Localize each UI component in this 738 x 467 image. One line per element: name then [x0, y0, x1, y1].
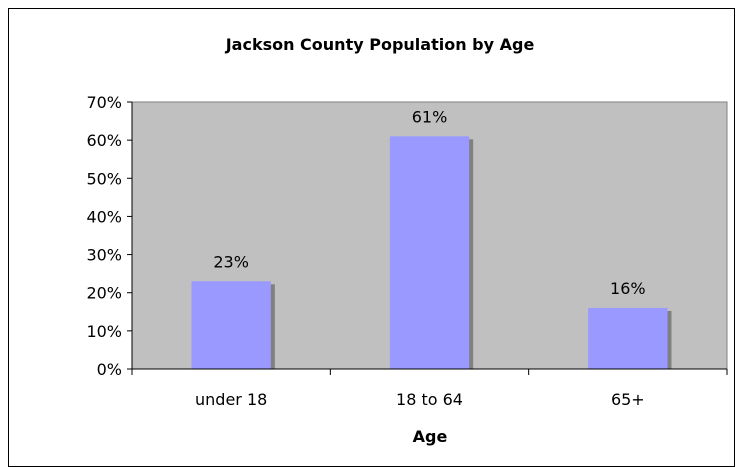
y-tick-label: 60%	[86, 131, 122, 150]
bar	[389, 136, 470, 369]
y-tick-label: 0%	[97, 360, 122, 379]
bar	[191, 281, 271, 369]
data-label: 23%	[213, 252, 249, 271]
y-tick-label: 10%	[86, 322, 122, 341]
y-axis: 0% 10% 20% 30% 40% 50% 60% 70%	[86, 93, 133, 379]
y-tick-label: 70%	[86, 93, 122, 112]
x-axis: under 18 18 to 64 65+	[131, 368, 728, 409]
x-tick-label: 18 to 64	[396, 390, 463, 409]
x-axis-title: Age	[413, 427, 448, 446]
y-tick-label: 30%	[86, 246, 122, 265]
y-tick-label: 50%	[86, 169, 122, 188]
x-tick-label: under 18	[195, 390, 267, 409]
data-label: 61%	[412, 107, 448, 126]
y-tick-label: 20%	[86, 284, 122, 303]
data-label: 16%	[610, 279, 646, 298]
chart-title: Jackson County Population by Age	[225, 35, 535, 54]
bars	[191, 136, 672, 369]
data-labels: 23% 61% 16%	[213, 107, 645, 298]
x-tick-label: 65+	[611, 390, 645, 409]
bar	[588, 307, 668, 369]
y-tick-label: 40%	[86, 207, 122, 226]
